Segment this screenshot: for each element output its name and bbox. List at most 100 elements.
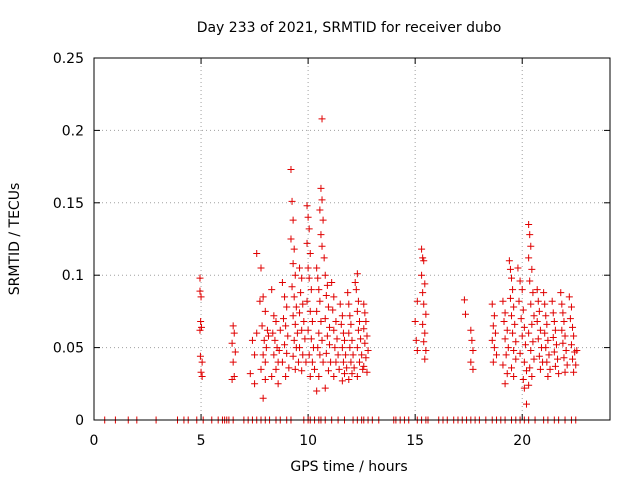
data-point bbox=[306, 307, 314, 315]
data-point bbox=[257, 264, 265, 272]
data-point bbox=[546, 365, 554, 373]
data-point bbox=[503, 326, 511, 334]
data-point bbox=[528, 373, 536, 381]
data-point bbox=[420, 300, 428, 308]
data-point bbox=[269, 329, 277, 337]
data-point bbox=[419, 289, 427, 297]
data-point bbox=[313, 307, 321, 315]
data-point bbox=[253, 329, 261, 337]
data-point bbox=[330, 293, 338, 301]
data-point bbox=[501, 380, 509, 388]
data-point bbox=[326, 341, 334, 349]
data-point bbox=[560, 318, 568, 326]
data-point bbox=[570, 368, 578, 376]
data-point bbox=[361, 339, 369, 347]
data-point bbox=[510, 303, 518, 311]
data-point bbox=[541, 329, 549, 337]
data-point bbox=[315, 286, 323, 294]
data-point bbox=[268, 286, 276, 294]
data-point bbox=[288, 283, 296, 291]
data-point bbox=[300, 318, 308, 326]
data-point bbox=[354, 297, 362, 305]
data-point bbox=[315, 329, 323, 337]
data-point bbox=[197, 318, 205, 326]
data-point bbox=[422, 310, 430, 318]
data-point bbox=[288, 197, 296, 205]
data-point bbox=[535, 352, 543, 360]
data-point bbox=[196, 326, 204, 334]
data-point bbox=[261, 358, 269, 366]
data-point bbox=[321, 271, 329, 279]
data-point bbox=[350, 364, 358, 372]
data-point bbox=[353, 270, 361, 278]
data-point bbox=[313, 264, 321, 272]
data-point bbox=[270, 312, 278, 320]
data-point bbox=[230, 329, 238, 337]
data-point bbox=[509, 329, 517, 337]
data-point bbox=[259, 394, 267, 402]
data-point bbox=[420, 257, 428, 265]
data-point bbox=[257, 365, 265, 373]
data-point bbox=[347, 358, 355, 366]
chart-title: Day 233 of 2021, SRMTID for receiver dub… bbox=[197, 20, 502, 36]
data-point bbox=[543, 358, 551, 366]
data-point bbox=[282, 373, 290, 381]
data-point bbox=[318, 336, 326, 344]
data-point bbox=[287, 165, 295, 173]
data-point bbox=[260, 336, 268, 344]
data-point bbox=[361, 309, 369, 317]
data-point bbox=[534, 335, 542, 343]
data-point bbox=[559, 339, 567, 347]
data-point bbox=[324, 367, 332, 375]
data-point bbox=[518, 286, 526, 294]
data-point bbox=[251, 351, 259, 359]
data-point bbox=[322, 349, 330, 357]
data-point bbox=[316, 206, 324, 214]
data-point bbox=[418, 245, 426, 253]
data-point bbox=[536, 326, 544, 334]
data-point bbox=[418, 271, 426, 279]
data-point bbox=[508, 274, 516, 282]
data-point bbox=[362, 318, 370, 326]
data-point bbox=[296, 309, 304, 317]
data-point bbox=[518, 332, 526, 340]
data-point bbox=[351, 278, 359, 286]
data-point bbox=[318, 196, 326, 204]
data-point bbox=[536, 365, 544, 373]
data-point bbox=[490, 312, 498, 320]
data-point bbox=[296, 344, 304, 352]
data-point bbox=[261, 307, 269, 315]
data-point bbox=[229, 322, 237, 330]
data-point bbox=[284, 332, 292, 340]
data-point bbox=[322, 291, 330, 299]
data-point bbox=[360, 325, 368, 333]
data-point bbox=[561, 332, 569, 340]
data-point bbox=[501, 335, 509, 343]
data-point bbox=[411, 318, 419, 326]
data-point bbox=[525, 221, 533, 229]
data-point bbox=[522, 400, 530, 408]
data-point bbox=[289, 260, 297, 268]
data-point bbox=[563, 361, 571, 369]
data-point bbox=[468, 336, 476, 344]
data-point bbox=[353, 307, 361, 315]
data-point bbox=[540, 289, 548, 297]
data-point bbox=[290, 293, 298, 301]
data-point bbox=[196, 287, 204, 295]
data-point bbox=[500, 318, 508, 326]
data-point bbox=[321, 384, 329, 392]
data-point bbox=[330, 373, 338, 381]
data-point bbox=[317, 231, 325, 239]
data-point bbox=[551, 326, 559, 334]
x-axis: 0 5 10 15 20 bbox=[90, 58, 531, 449]
data-point bbox=[268, 373, 276, 381]
data-point bbox=[303, 239, 311, 247]
data-point bbox=[488, 300, 496, 308]
data-point bbox=[276, 326, 284, 334]
data-point bbox=[519, 375, 527, 383]
data-point bbox=[314, 274, 322, 282]
data-point bbox=[520, 358, 528, 366]
data-point bbox=[520, 384, 528, 392]
data-point bbox=[535, 307, 543, 315]
y-tick-label: 0.1 bbox=[62, 268, 84, 284]
